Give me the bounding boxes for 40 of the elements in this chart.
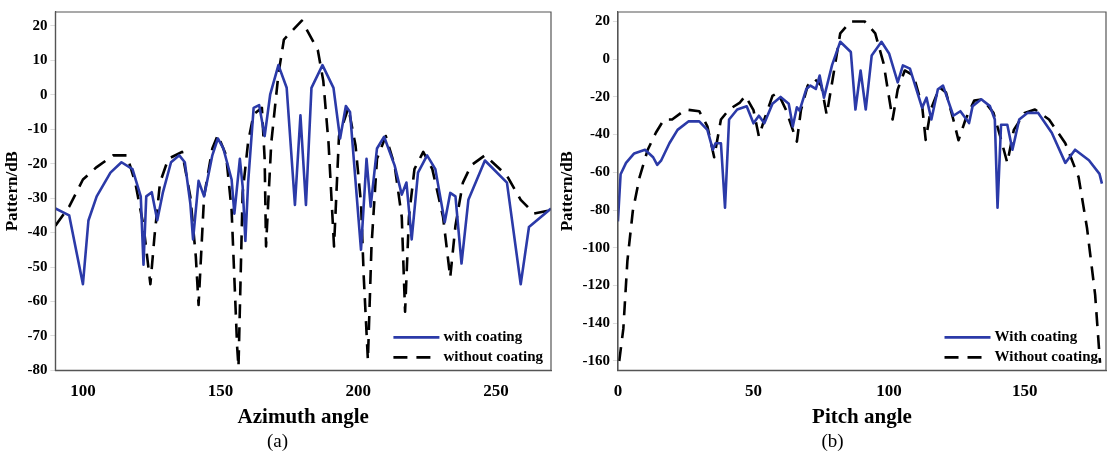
legend-label: without coating — [443, 348, 544, 365]
y-tick-label: -70 — [27, 326, 48, 343]
x-tick-label: 150 — [1011, 380, 1038, 400]
x-tick-label: 200 — [345, 380, 372, 400]
y-tick-label: 0 — [39, 85, 48, 102]
x-tick-label: 100 — [876, 380, 902, 400]
y-tick-label: -140 — [582, 314, 610, 331]
y-tick-label: -160 — [582, 351, 610, 368]
y-axis-title: Pattern/dB — [556, 151, 576, 232]
y-tick-label: 0 — [602, 50, 610, 67]
y-tick-label: -20 — [27, 154, 48, 171]
y-tick-label: -30 — [27, 188, 48, 205]
y-tick-label: -50 — [27, 257, 48, 274]
y-tick-label: 20 — [32, 16, 48, 33]
y-tick-label: 10 — [32, 51, 48, 68]
legend-label: with coating — [443, 328, 523, 345]
y-tick-label: -120 — [582, 276, 610, 293]
x-axis-title: Azimuth angle — [237, 403, 369, 428]
y-tick-label: -20 — [589, 87, 610, 104]
y-tick-label: -80 — [27, 361, 48, 378]
x-tick-label: 250 — [483, 380, 509, 400]
x-tick-label: 100 — [70, 380, 96, 400]
y-tick-label: -100 — [582, 238, 610, 255]
y-tick-label: -40 — [27, 223, 48, 240]
y-tick-label: -80 — [589, 200, 610, 217]
text: (b) — [821, 430, 844, 452]
y-tick-label: -60 — [589, 163, 610, 180]
legend-label: Without coating — [994, 348, 1099, 365]
x-tick-label: 0 — [613, 380, 623, 400]
y-tick-label: -40 — [589, 125, 610, 142]
x-tick-label: 150 — [207, 380, 234, 400]
line-series — [617, 20, 1102, 365]
y-tick-label: 20 — [594, 12, 610, 29]
x-axis-title: Pitch angle — [812, 403, 912, 428]
legend-label: With coating — [994, 328, 1078, 345]
y-tick-label: -60 — [27, 292, 48, 309]
text: (a) — [266, 430, 289, 452]
x-tick-label: 50 — [744, 380, 762, 400]
y-axis-title: Pattern/dB — [1, 151, 21, 232]
y-tick-label: -10 — [27, 120, 48, 137]
